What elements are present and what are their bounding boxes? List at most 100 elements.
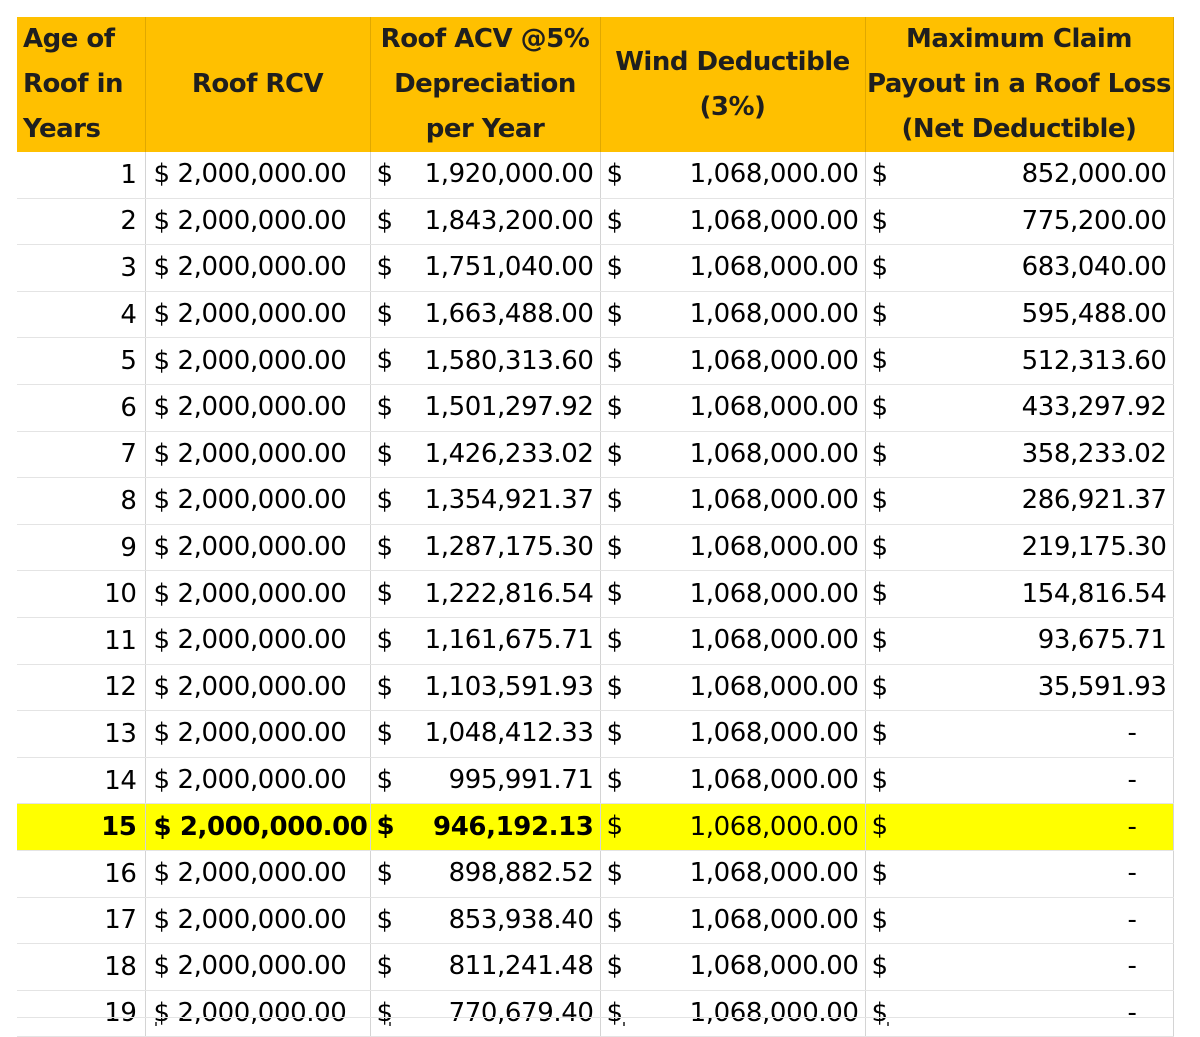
cell-acv[interactable]: $1,354,921.37 [370, 477, 601, 525]
cell-rcv[interactable]: $ 2,000,000.00 [145, 337, 371, 385]
cell-max-payout[interactable]: $512,313.60 [865, 337, 1174, 385]
cell-age[interactable]: 7 [17, 431, 146, 479]
table-row: 18 $ 2,000,000.00 $811,241.48 $1,068,000.00… [17, 943, 1174, 991]
cell-rcv[interactable]: $ 2,000,000.00 [145, 710, 371, 758]
cell-age[interactable]: 9 [17, 524, 146, 572]
cell-acv[interactable]: $1,222,816.54 [370, 570, 601, 618]
currency-symbol: $ [376, 391, 394, 422]
cell-wind[interactable]: $1,068,000.00 [600, 850, 866, 898]
cell-age[interactable]: 17 [17, 897, 146, 945]
cell-acv[interactable]: $1,287,175.30 [370, 524, 601, 572]
currency-symbol: $ [376, 438, 394, 469]
cell-wind[interactable]: $1,068,000.00 [600, 617, 866, 665]
cell-rcv[interactable]: $ 2,000,000.00 [145, 152, 371, 199]
cell-max-payout[interactable]: $286,921.37 [865, 477, 1174, 525]
cell-max-payout[interactable]: $93,675.71 [865, 617, 1174, 665]
cell-rcv[interactable]: $ 2,000,000.00 [145, 244, 371, 292]
cell-rcv[interactable]: $ 2,000,000.00 [145, 943, 371, 991]
cell-acv[interactable]: $853,938.40 [370, 897, 601, 945]
cell-wind[interactable]: $1,068,000.00 [600, 757, 866, 805]
cell-wind[interactable]: $1,068,000.00 [600, 803, 866, 851]
cell-acv[interactable]: $995,991.71 [370, 757, 601, 805]
header-acv[interactable]: Roof ACV @5% Depreciation per Year [370, 17, 601, 152]
cell-age[interactable]: 15 [17, 803, 146, 851]
cell-rcv[interactable]: $ 2,000,000.00 [145, 384, 371, 432]
cell-max-payout[interactable]: $ - [865, 710, 1174, 758]
cell-wind[interactable]: $1,068,000.00 [600, 943, 866, 991]
cell-acv[interactable]: $898,882.52 [370, 850, 601, 898]
cell-acv[interactable]: $946,192.13 [370, 803, 601, 851]
cell-age[interactable]: 4 [17, 291, 146, 339]
cell-age[interactable]: 3 [17, 244, 146, 292]
cell-max-value: 683,040.00 [1021, 252, 1167, 283]
cell-rcv[interactable]: $ 2,000,000.00 [145, 431, 371, 479]
cell-wind-value: 1,068,000.00 [689, 252, 859, 283]
cell-age[interactable]: 6 [17, 384, 146, 432]
cell-rcv[interactable]: $ 2,000,000.00 [145, 198, 371, 246]
header-max[interactable]: Maximum Claim Payout in a Roof Loss (Net… [865, 17, 1174, 152]
cell-age[interactable]: 13 [17, 710, 146, 758]
cell-max-payout[interactable]: $35,591.93 [865, 664, 1174, 712]
cell-acv[interactable]: $1,426,233.02 [370, 431, 601, 479]
cell-rcv[interactable]: $ 2,000,000.00 [145, 803, 371, 851]
cell-rcv[interactable]: $ 2,000,000.00 [145, 291, 371, 339]
cell-age[interactable]: 16 [17, 850, 146, 898]
cell-wind[interactable]: $1,068,000.00 [600, 524, 866, 572]
cell-max-payout[interactable]: $ - [865, 897, 1174, 945]
cell-acv[interactable]: $1,663,488.00 [370, 291, 601, 339]
cell-age[interactable]: 8 [17, 477, 146, 525]
cell-wind[interactable]: $1,068,000.00 [600, 664, 866, 712]
cell-acv[interactable]: $1,048,412.33 [370, 710, 601, 758]
cell-max-payout[interactable]: $433,297.92 [865, 384, 1174, 432]
cell-acv[interactable]: $1,501,297.92 [370, 384, 601, 432]
cell-age[interactable]: 10 [17, 570, 146, 618]
cell-acv[interactable]: $1,843,200.00 [370, 198, 601, 246]
cell-max-payout[interactable]: $ - [865, 850, 1174, 898]
cell-acv[interactable]: $1,920,000.00 [370, 152, 601, 199]
cell-acv[interactable]: $1,103,591.93 [370, 664, 601, 712]
cell-age[interactable]: 1 [17, 152, 146, 199]
cell-wind[interactable]: $1,068,000.00 [600, 337, 866, 385]
cell-max-payout[interactable]: $ - [865, 803, 1174, 851]
cell-rcv[interactable]: $ 2,000,000.00 [145, 897, 371, 945]
cell-rcv[interactable]: $ 2,000,000.00 [145, 570, 371, 618]
cell-wind[interactable]: $1,068,000.00 [600, 570, 866, 618]
header-age[interactable]: Age of Roof in Years [17, 17, 146, 152]
cell-acv[interactable]: $1,161,675.71 [370, 617, 601, 665]
cell-max-payout[interactable]: $154,816.54 [865, 570, 1174, 618]
cell-rcv[interactable]: $ 2,000,000.00 [145, 850, 371, 898]
cell-acv[interactable]: $811,241.48 [370, 943, 601, 991]
cell-wind[interactable]: $1,068,000.00 [600, 897, 866, 945]
cell-acv[interactable]: $1,580,313.60 [370, 337, 601, 385]
cell-rcv[interactable]: $ 2,000,000.00 [145, 757, 371, 805]
cell-age[interactable]: 11 [17, 617, 146, 665]
cell-max-payout[interactable]: $ - [865, 757, 1174, 805]
cell-rcv[interactable]: $ 2,000,000.00 [145, 617, 371, 665]
cell-max-payout[interactable]: $683,040.00 [865, 244, 1174, 292]
cell-wind[interactable]: $1,068,000.00 [600, 384, 866, 432]
cell-wind[interactable]: $1,068,000.00 [600, 710, 866, 758]
cell-rcv[interactable]: $ 2,000,000.00 [145, 524, 371, 572]
cell-wind[interactable]: $1,068,000.00 [600, 244, 866, 292]
cell-max-payout[interactable]: $775,200.00 [865, 198, 1174, 246]
cell-max-payout[interactable]: $ - [865, 943, 1174, 991]
cell-age[interactable]: 5 [17, 337, 146, 385]
cell-wind[interactable]: $1,068,000.00 [600, 152, 866, 199]
cell-rcv[interactable]: $ 2,000,000.00 [145, 664, 371, 712]
cell-age[interactable]: 14 [17, 757, 146, 805]
cell-max-payout[interactable]: $358,233.02 [865, 431, 1174, 479]
cell-max-payout[interactable]: $219,175.30 [865, 524, 1174, 572]
cell-age[interactable]: 2 [17, 198, 146, 246]
cell-max-payout[interactable]: $852,000.00 [865, 152, 1174, 199]
cell-wind[interactable]: $1,068,000.00 [600, 291, 866, 339]
cell-age[interactable]: 18 [17, 943, 146, 991]
cell-rcv[interactable]: $ 2,000,000.00 [145, 477, 371, 525]
cell-wind[interactable]: $1,068,000.00 [600, 198, 866, 246]
cell-wind[interactable]: $1,068,000.00 [600, 431, 866, 479]
cell-max-payout[interactable]: $595,488.00 [865, 291, 1174, 339]
cell-acv[interactable]: $1,751,040.00 [370, 244, 601, 292]
cell-wind[interactable]: $1,068,000.00 [600, 477, 866, 525]
cell-age[interactable]: 12 [17, 664, 146, 712]
header-wind[interactable]: Wind Deductible (3%) [600, 17, 866, 152]
header-rcv[interactable]: Roof RCV [145, 17, 371, 152]
